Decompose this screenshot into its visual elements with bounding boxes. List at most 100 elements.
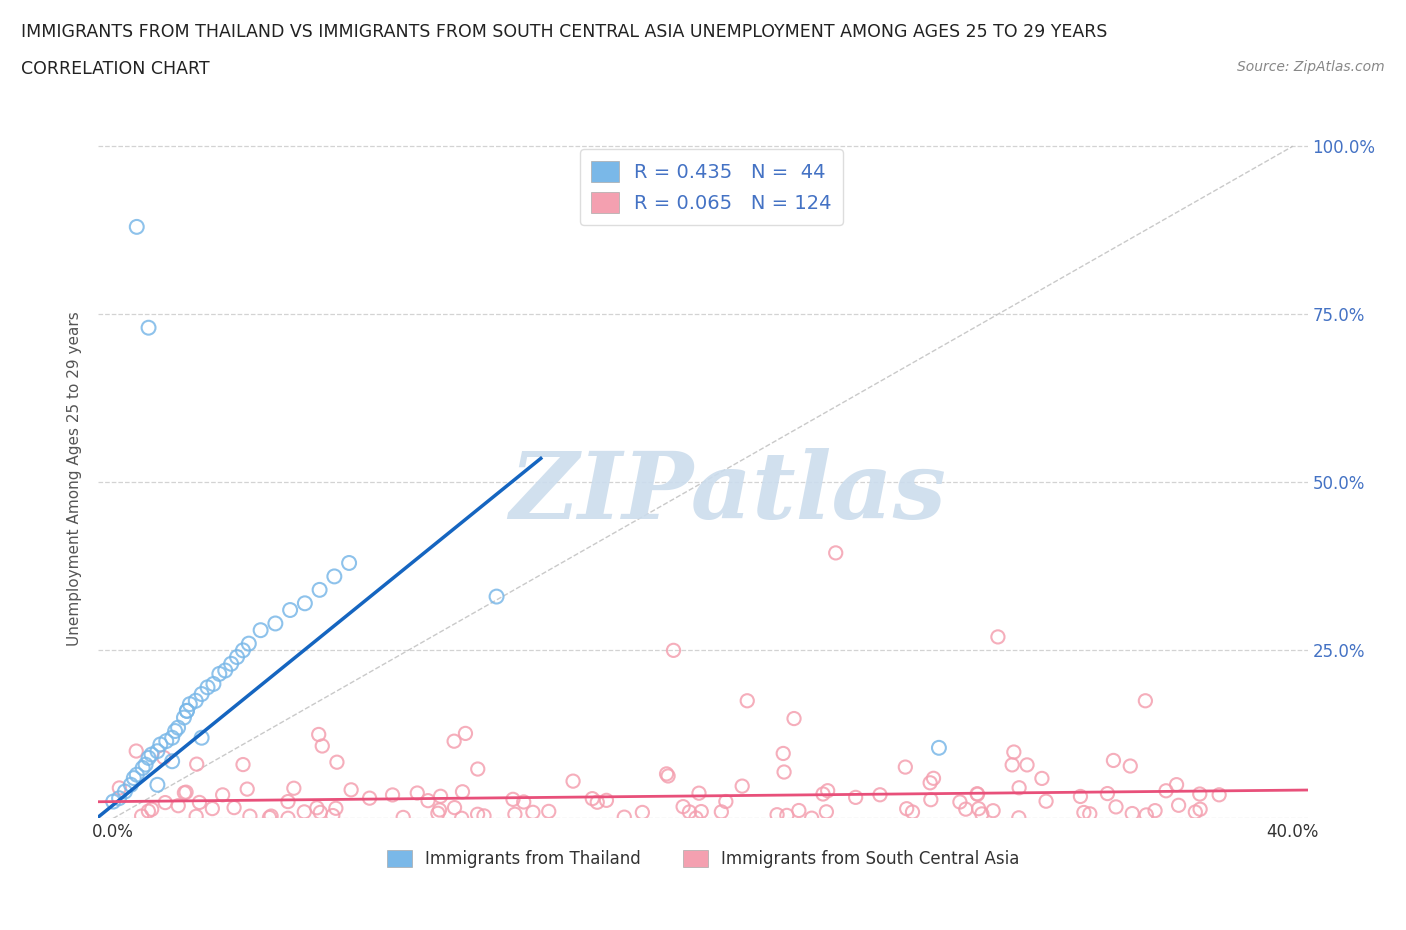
Point <box>186 809 208 824</box>
Point <box>277 811 299 826</box>
Point <box>1135 694 1157 709</box>
Point <box>688 786 710 801</box>
Point <box>562 774 585 789</box>
Point <box>155 734 177 749</box>
Point <box>326 755 349 770</box>
Point <box>173 785 195 800</box>
Point <box>165 724 187 738</box>
Point <box>146 744 169 759</box>
Point <box>340 782 363 797</box>
Point <box>155 795 177 810</box>
Point <box>685 811 707 826</box>
Point <box>120 777 142 792</box>
Point <box>955 802 977 817</box>
Point <box>429 803 451 817</box>
Point <box>226 650 249 665</box>
Point <box>1069 789 1091 804</box>
Text: IMMIGRANTS FROM THAILAND VS IMMIGRANTS FROM SOUTH CENTRAL ASIA UNEMPLOYMENT AMON: IMMIGRANTS FROM THAILAND VS IMMIGRANTS F… <box>21 23 1108 41</box>
Point <box>308 727 330 742</box>
Point <box>735 694 758 709</box>
Point <box>426 806 449 821</box>
Point <box>190 730 212 745</box>
Point <box>184 694 207 709</box>
Point <box>472 808 495 823</box>
Point <box>125 219 148 234</box>
Point <box>259 810 281 825</box>
Point <box>381 788 404 803</box>
Point <box>451 784 474 799</box>
Point <box>1184 804 1206 819</box>
Point <box>138 320 160 335</box>
Point <box>153 751 176 765</box>
Point <box>188 795 211 810</box>
Legend: Immigrants from Thailand, Immigrants from South Central Asia: Immigrants from Thailand, Immigrants fro… <box>380 844 1026 874</box>
Point <box>513 794 536 809</box>
Point <box>1144 804 1167 818</box>
Point <box>173 711 195 725</box>
Text: CORRELATION CHART: CORRELATION CHART <box>21 60 209 78</box>
Point <box>201 801 224 816</box>
Point <box>817 783 839 798</box>
Point <box>309 805 332 820</box>
Point <box>1008 810 1031 825</box>
Point <box>311 738 333 753</box>
Point <box>970 806 993 821</box>
Point <box>537 804 560 818</box>
Point <box>981 804 1004 818</box>
Point <box>485 589 508 604</box>
Point <box>800 811 823 826</box>
Point <box>202 676 225 691</box>
Point <box>1166 777 1188 792</box>
Point <box>450 811 472 826</box>
Point <box>783 711 806 726</box>
Point <box>966 786 988 801</box>
Point <box>773 764 796 779</box>
Point <box>1035 793 1057 808</box>
Point <box>922 771 945 786</box>
Point <box>731 778 754 793</box>
Point <box>766 807 789 822</box>
Point <box>613 810 636 825</box>
Point <box>824 546 846 561</box>
Text: Source: ZipAtlas.com: Source: ZipAtlas.com <box>1237 60 1385 74</box>
Point <box>967 802 990 817</box>
Point <box>815 804 838 819</box>
Point <box>176 703 198 718</box>
Point <box>101 794 124 809</box>
Point <box>239 809 262 824</box>
Point <box>416 793 439 808</box>
Point <box>160 754 183 769</box>
Point <box>443 800 465 815</box>
Point <box>949 794 972 809</box>
Point <box>208 667 231 682</box>
Point <box>160 730 183 745</box>
Point <box>657 768 679 783</box>
Point <box>122 771 145 786</box>
Point <box>920 792 942 807</box>
Point <box>260 809 283 824</box>
Point <box>138 751 160 765</box>
Point <box>1097 786 1119 801</box>
Text: ZIPatlas: ZIPatlas <box>509 447 946 538</box>
Point <box>522 804 544 819</box>
Point <box>1031 771 1053 786</box>
Point <box>176 703 198 718</box>
Point <box>149 737 172 751</box>
Point <box>595 793 617 808</box>
Point <box>1008 780 1031 795</box>
Point <box>1121 806 1143 821</box>
Point <box>772 746 794 761</box>
Point <box>503 807 526 822</box>
Point <box>190 686 212 701</box>
Point <box>138 804 160 818</box>
Point <box>167 798 190 813</box>
Point <box>232 643 254 658</box>
Point <box>1105 800 1128 815</box>
Point <box>776 808 799 823</box>
Point <box>896 802 918 817</box>
Point <box>894 760 917 775</box>
Point <box>920 776 942 790</box>
Point <box>1015 757 1038 772</box>
Point <box>662 643 685 658</box>
Point <box>135 757 157 772</box>
